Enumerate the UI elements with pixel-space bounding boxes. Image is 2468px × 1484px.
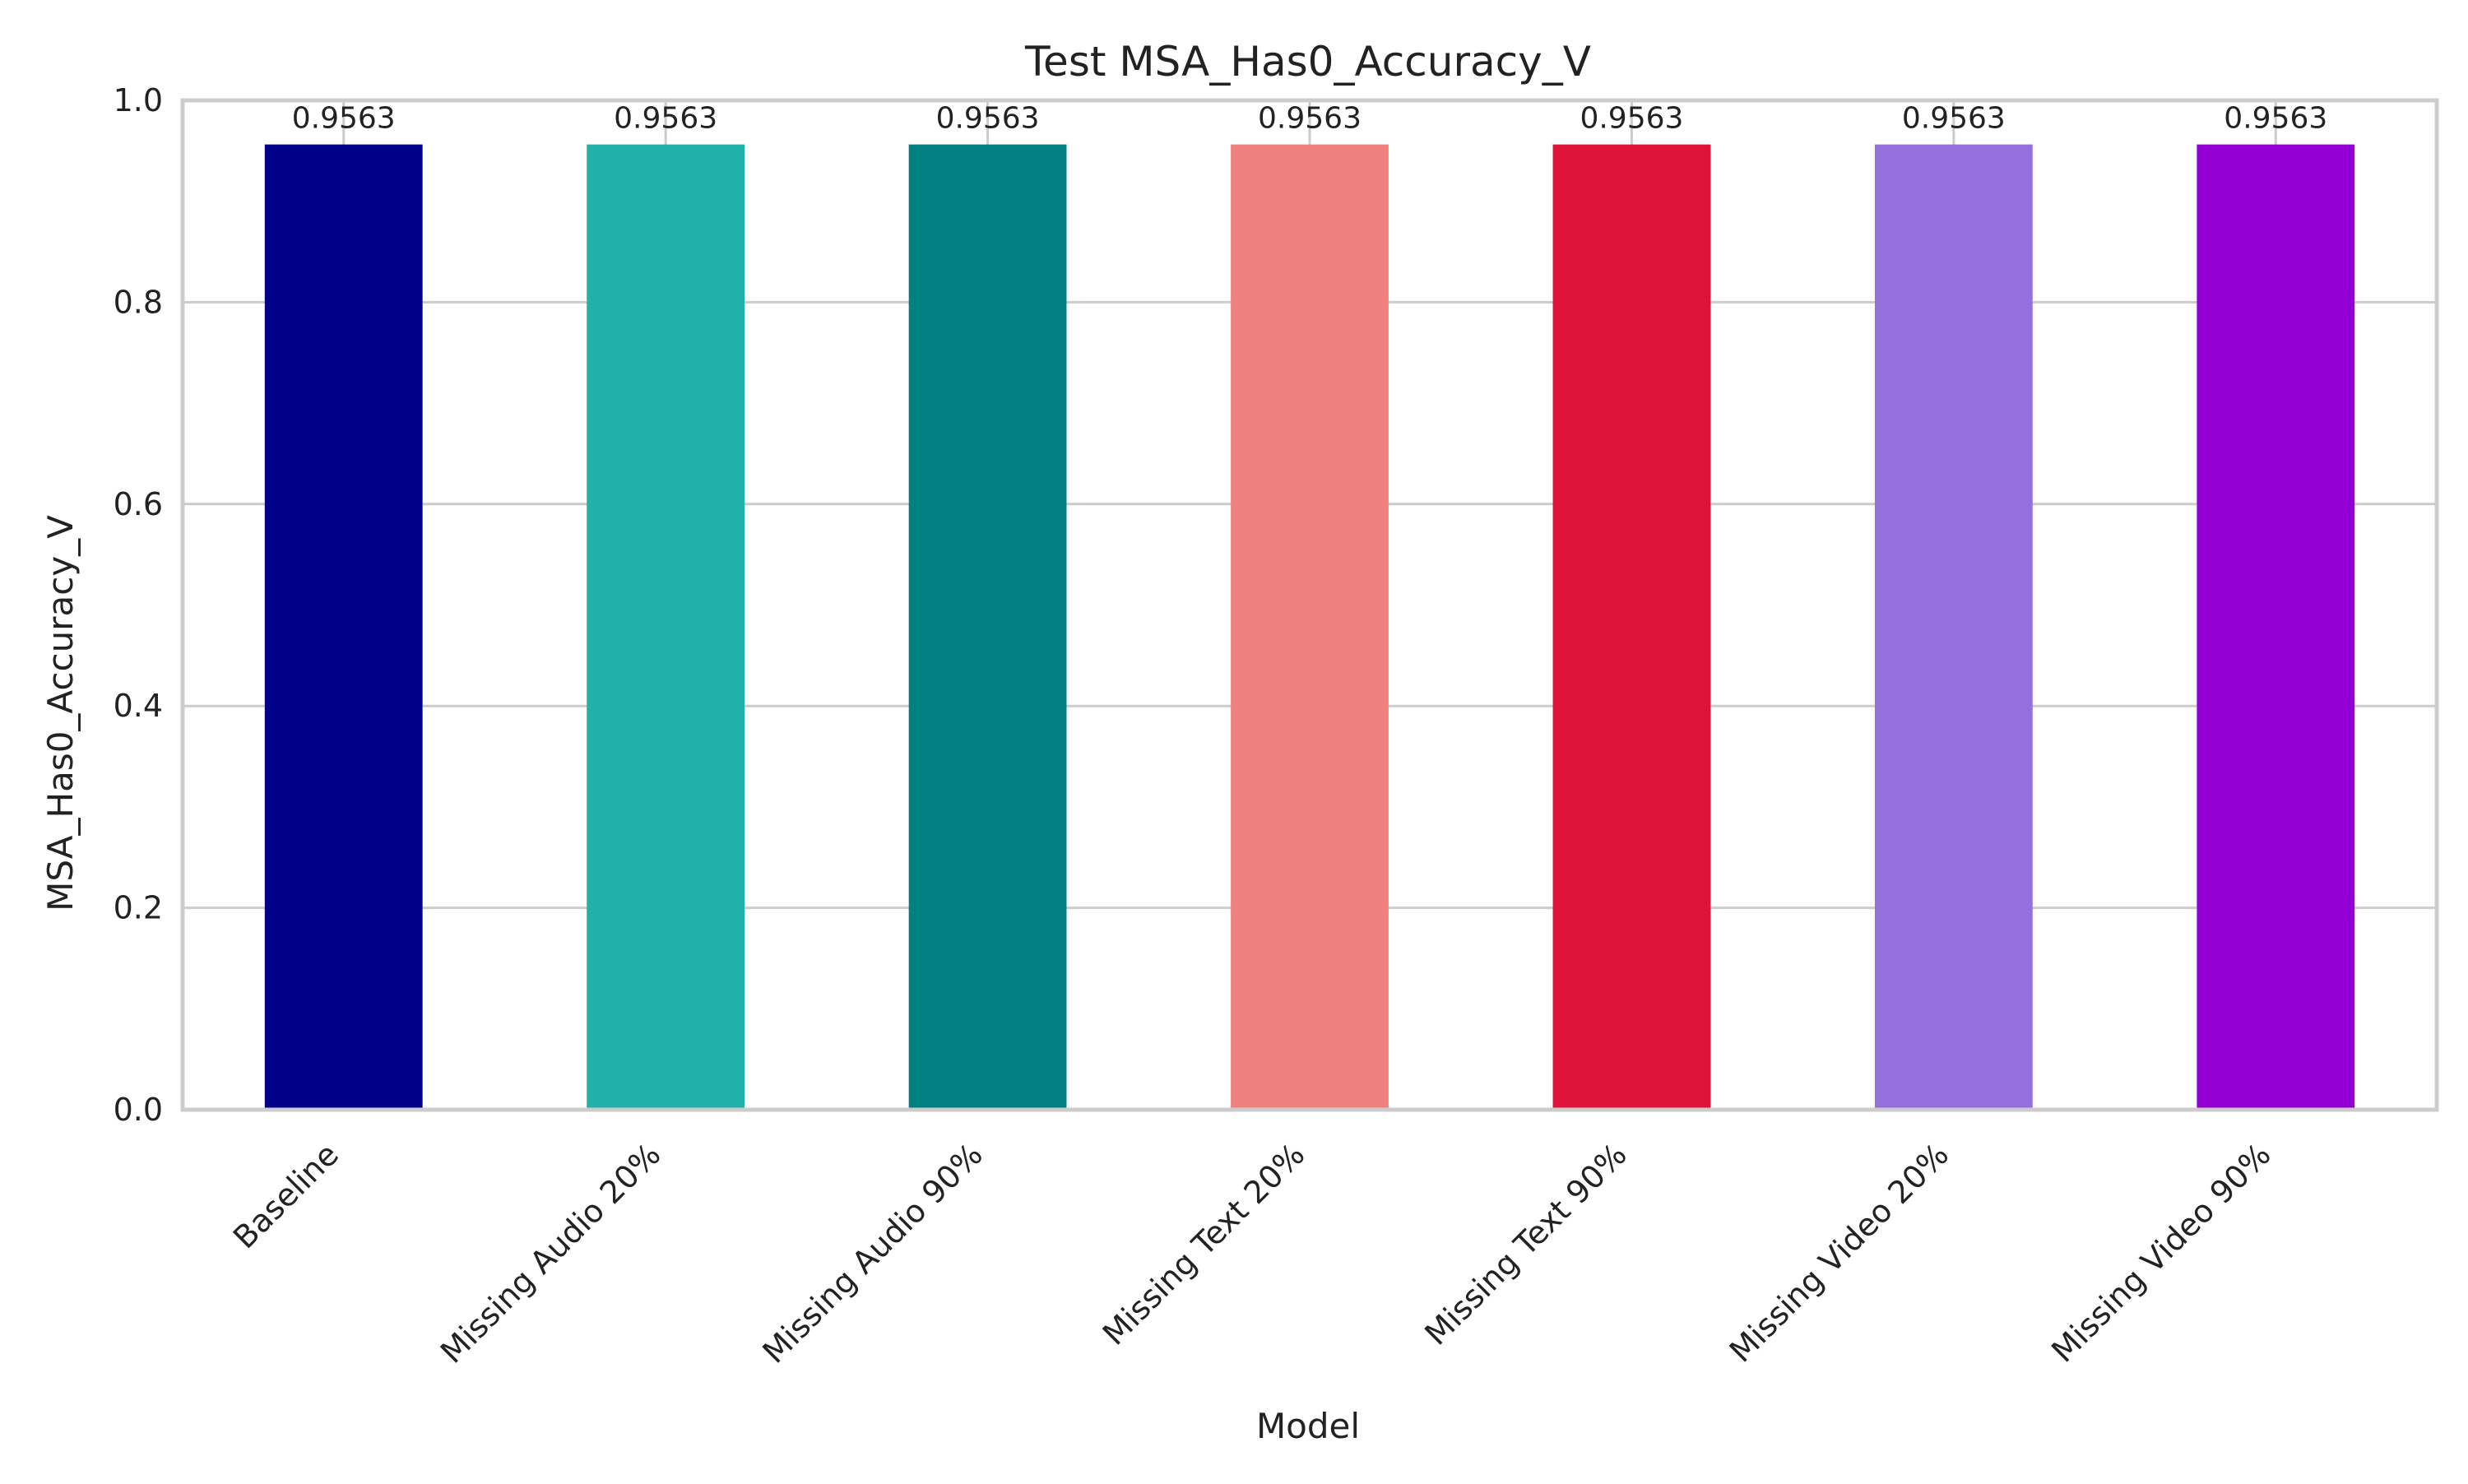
x-tick-label: Missing Text 90%	[1417, 1136, 1633, 1352]
bar-value-label: 0.9563	[2224, 102, 2327, 136]
x-tick-label: Missing Audio 20%	[434, 1136, 667, 1370]
y-tick-label: 0.4	[114, 688, 163, 724]
x-tick-label: Missing Video 20%	[1723, 1136, 1955, 1369]
chart-title: Test MSA_Has0_Accuracy_V	[1024, 38, 1591, 86]
bar-value-label: 0.9563	[1258, 102, 1362, 136]
y-tick-label: 0.2	[114, 890, 163, 926]
x-tick-labels: Baseline Missing Audio 20% Missing Audio 9…	[226, 1136, 2278, 1370]
x-tick-label: Missing Audio 90%	[755, 1136, 989, 1370]
y-tick-label: 0.8	[114, 284, 163, 320]
y-tick-labels: 0.0 0.2 0.4 0.6 0.8 1.0	[114, 82, 163, 1128]
bar	[1552, 144, 1711, 1111]
bar-value-labels: 0.9563 0.9563 0.9563 0.9563 0.9563 0.9563 0.95…	[292, 102, 2328, 136]
x-axis-label: Model	[1256, 1406, 1360, 1446]
bar	[587, 144, 745, 1111]
x-tick-label: Baseline	[226, 1136, 346, 1255]
bar-value-label: 0.9563	[1902, 102, 2006, 136]
bar-value-label: 0.9563	[1580, 102, 1683, 136]
bar	[1231, 144, 1389, 1111]
bar	[1874, 144, 2033, 1111]
y-axis-label: MSA_Has0_Accuracy_V	[40, 515, 81, 911]
bar-value-label: 0.9563	[292, 102, 396, 136]
bar	[908, 144, 1067, 1111]
y-tick-label: 0.0	[114, 1092, 163, 1128]
y-tick-label: 0.6	[114, 486, 163, 522]
x-tick-label: Missing Video 90%	[2044, 1136, 2277, 1369]
bars	[264, 144, 2355, 1111]
plot-frame	[180, 98, 2439, 1112]
y-tick-label: 1.0	[114, 82, 163, 118]
bar-value-label: 0.9563	[614, 102, 717, 136]
bar-value-label: 0.9563	[936, 102, 1040, 136]
x-tick-label: Missing Text 20%	[1096, 1136, 1311, 1352]
bar	[264, 144, 423, 1111]
bar	[2197, 144, 2355, 1111]
